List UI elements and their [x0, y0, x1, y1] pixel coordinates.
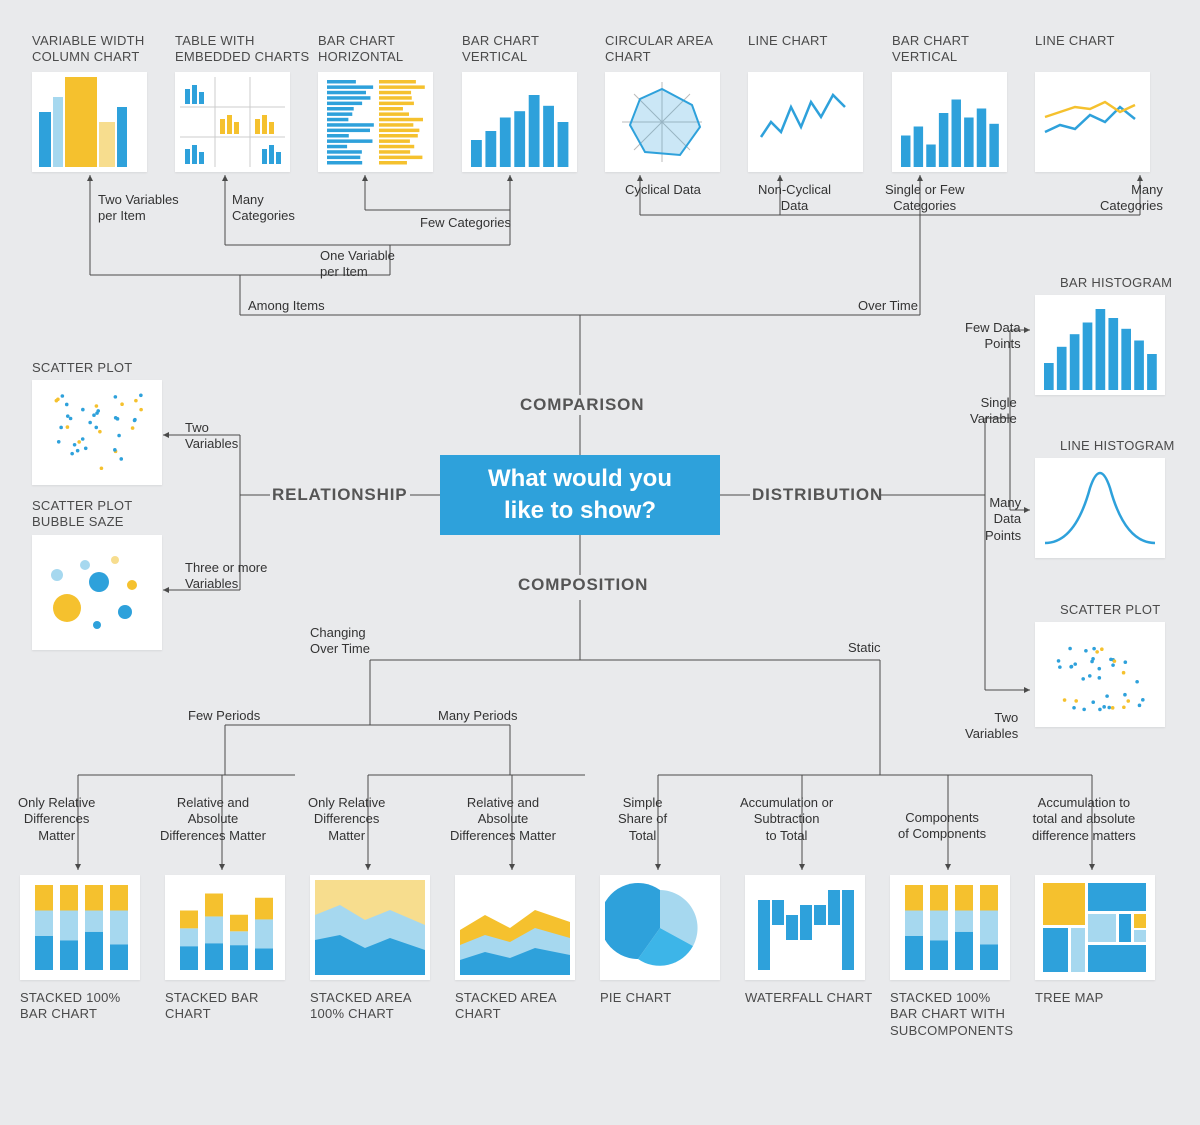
l-few-dp: Few Data Points [965, 320, 1021, 353]
thumb-stacked [165, 875, 285, 980]
l-two-vars3: Two Variables [965, 710, 1018, 743]
thumb-stacked100sub [890, 875, 1010, 980]
l-two-vars: Two Variables per Item [98, 192, 179, 225]
t-table: TABLE WITH EMBEDDED CHARTS [175, 33, 309, 66]
l-noncyclical: Non-Cyclical Data [758, 182, 831, 215]
thumb-scatter [32, 380, 162, 485]
t-line-hist: LINE HISTOGRAM [1060, 438, 1175, 454]
t-area: STACKED AREA CHART [455, 990, 557, 1023]
l-only-rel: Only Relative Differences Matter [18, 795, 95, 844]
t-stacked: STACKED BAR CHART [165, 990, 259, 1023]
t-scatter2: SCATTER PLOT [1060, 602, 1160, 618]
l-many-cats2: Many Categories [1100, 182, 1163, 215]
thumb-table [175, 72, 290, 172]
l-cyclical: Cyclical Data [625, 182, 701, 198]
l-singlefew: Single or Few Categories [885, 182, 964, 215]
thumb-pie [600, 875, 720, 980]
t-line2: LINE CHART [1035, 33, 1115, 49]
thumb-bar-v [462, 72, 577, 172]
t-area100: STACKED AREA 100% CHART [310, 990, 412, 1023]
chart-chooser-diagram: What would you like to show? COMPARISON R… [0, 0, 1200, 1125]
center-line2: like to show? [504, 497, 656, 524]
t-scatter: SCATTER PLOT [32, 360, 132, 376]
t-circular: CIRCULAR AREA CHART [605, 33, 713, 66]
cat-composition: COMPOSITION [518, 575, 648, 595]
l-over-time: Over Time [858, 298, 918, 314]
l-rel-abs: Relative and Absolute Differences Matter [160, 795, 266, 844]
cat-comparison: COMPARISON [520, 395, 644, 415]
t-bar-h: BAR CHART HORIZONTAL [318, 33, 403, 66]
thumb-bubble [32, 535, 162, 650]
l-three-more: Three or more Variables [185, 560, 267, 593]
l-rel-abs2: Relative and Absolute Differences Matter [450, 795, 556, 844]
t-bubble: SCATTER PLOT BUBBLE SAZE [32, 498, 132, 531]
l-among: Among Items [248, 298, 325, 314]
thumb-waterfall [745, 875, 865, 980]
cat-relationship: RELATIONSHIP [272, 485, 408, 505]
center-question: What would you like to show? [440, 455, 720, 535]
thumb-stacked100 [20, 875, 140, 980]
center-line1: What would you [488, 465, 672, 492]
t-bar-v: BAR CHART VERTICAL [462, 33, 539, 66]
l-only-rel2: Only Relative Differences Matter [308, 795, 385, 844]
l-single-var: Single Variable [970, 395, 1017, 428]
thumb-bar-h [318, 72, 433, 172]
thumb-bar-hist [1035, 295, 1165, 395]
thumb-area [455, 875, 575, 980]
thumb-area100 [310, 875, 430, 980]
l-few-cats: Few Categories [420, 215, 511, 231]
t-stacked100sub: STACKED 100% BAR CHART WITH SUBCOMPONENT… [890, 990, 1013, 1039]
t-bar-v2: BAR CHART VERTICAL [892, 33, 969, 66]
thumb-bar-v2 [892, 72, 1007, 172]
t-bar-hist: BAR HISTOGRAM [1060, 275, 1172, 291]
thumb-line2 [1035, 72, 1150, 172]
l-comp-comp: Components of Components [898, 810, 986, 843]
thumb-line-hist [1035, 458, 1165, 558]
cat-distribution: DISTRIBUTION [752, 485, 883, 505]
l-changing: Changing Over Time [310, 625, 370, 658]
l-few-periods: Few Periods [188, 708, 260, 724]
thumb-var-width [32, 72, 147, 172]
thumb-circular [605, 72, 720, 172]
t-pie: PIE CHART [600, 990, 671, 1006]
l-accum-sub: Accumulation or Subtraction to Total [740, 795, 833, 844]
t-treemap: TREE MAP [1035, 990, 1104, 1006]
t-line1: LINE CHART [748, 33, 828, 49]
t-stacked100: STACKED 100% BAR CHART [20, 990, 120, 1023]
t-var-width: VARIABLE WIDTH COLUMN CHART [32, 33, 144, 66]
thumb-line1 [748, 72, 863, 172]
l-many-dp: Many Data Points [985, 495, 1021, 544]
l-static: Static [848, 640, 881, 656]
t-waterfall: WATERFALL CHART [745, 990, 872, 1006]
l-many-periods: Many Periods [438, 708, 517, 724]
l-one-var: One Variable per Item [320, 248, 395, 281]
l-simple: Simple Share of Total [618, 795, 667, 844]
l-accum-total: Accumulation to total and absolute diffe… [1032, 795, 1136, 844]
l-two-vars2: Two Variables [185, 420, 238, 453]
l-many-cats: Many Categories [232, 192, 295, 225]
thumb-scatter2 [1035, 622, 1165, 727]
thumb-treemap [1035, 875, 1155, 980]
